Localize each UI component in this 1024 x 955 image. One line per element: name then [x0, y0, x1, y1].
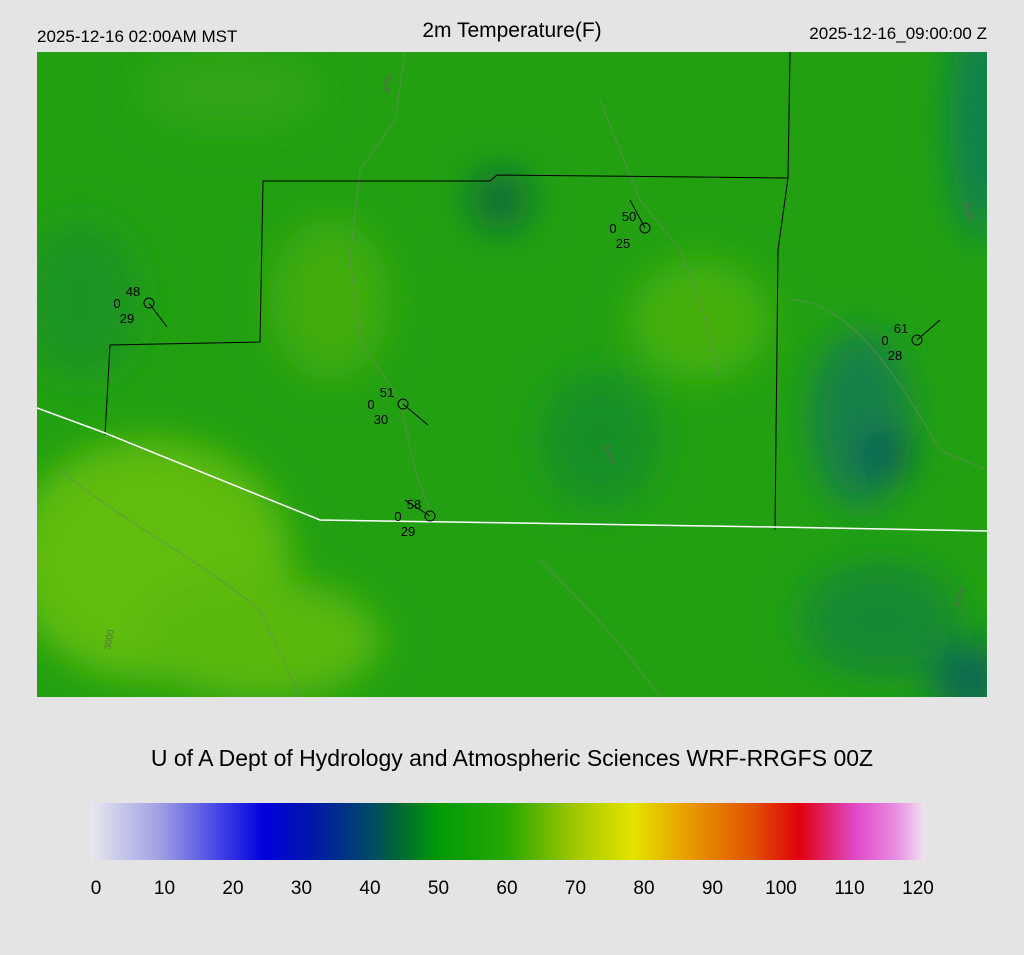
station-dewpoint: 29: [120, 311, 134, 326]
colorbar-tick-label: 60: [496, 878, 517, 899]
station-temperature: 58: [407, 497, 421, 512]
station-circle: [911, 334, 923, 346]
state-border: [37, 407, 987, 532]
colorbar-tick-label: 50: [428, 878, 449, 899]
station-temperature: 48: [126, 284, 140, 299]
station-dewpoint: 28: [888, 348, 902, 363]
station-wind: 0: [113, 296, 120, 311]
contour-label: 4000: [962, 201, 975, 222]
station-wind: 0: [881, 333, 888, 348]
station-dewpoint: 30: [374, 412, 388, 427]
station-temperature: 50: [622, 209, 636, 224]
station-wind: 0: [609, 221, 616, 236]
colorbar-tick-label: 0: [91, 878, 102, 899]
colorbar-tick-label: 120: [902, 878, 934, 899]
station-circle: [424, 510, 436, 522]
contour-label: 3000: [380, 74, 393, 95]
station-wind: 0: [394, 509, 401, 524]
colorbar-tick-label: 110: [834, 878, 864, 899]
colorbar-tick-label: 40: [359, 878, 380, 899]
utc-time: 2025-12-16_09:00:00 Z: [809, 24, 987, 43]
colorbar-tick-label: 80: [633, 878, 654, 899]
station-dewpoint: 29: [401, 524, 415, 539]
colorbar-tick-label: 100: [765, 878, 797, 899]
terrain-contours: [59, 52, 987, 697]
station-temperature: 61: [894, 321, 908, 336]
colorbar-ticks: 0 10 20 30 40 50 60 70 80 90 100 110 120: [91, 878, 934, 899]
colorbar-tick-label: 90: [702, 878, 723, 899]
colorbar-tick-label: 20: [222, 878, 243, 899]
station-circle: [143, 297, 155, 309]
colorbar-tick-label: 30: [291, 878, 312, 899]
contour-label: 3000: [102, 629, 115, 650]
local-time: 2025-12-16 02:00AM MST: [37, 27, 237, 46]
colorbar-tick-label: 70: [565, 878, 586, 899]
colorbar: [90, 803, 925, 860]
station-dewpoint: 25: [616, 236, 630, 251]
colorbar-tick-label: 10: [154, 878, 175, 899]
station-wind: 0: [367, 397, 374, 412]
station-circle: [639, 222, 651, 234]
county-border: [774, 177, 789, 531]
station-temperature: 51: [380, 385, 394, 400]
station-circle: [397, 398, 409, 410]
title: 2m Temperature(F): [422, 19, 601, 42]
credit: U of A Dept of Hydrology and Atmospheric…: [151, 745, 873, 771]
temperature-field: [37, 52, 987, 697]
county-border: [104, 52, 791, 436]
